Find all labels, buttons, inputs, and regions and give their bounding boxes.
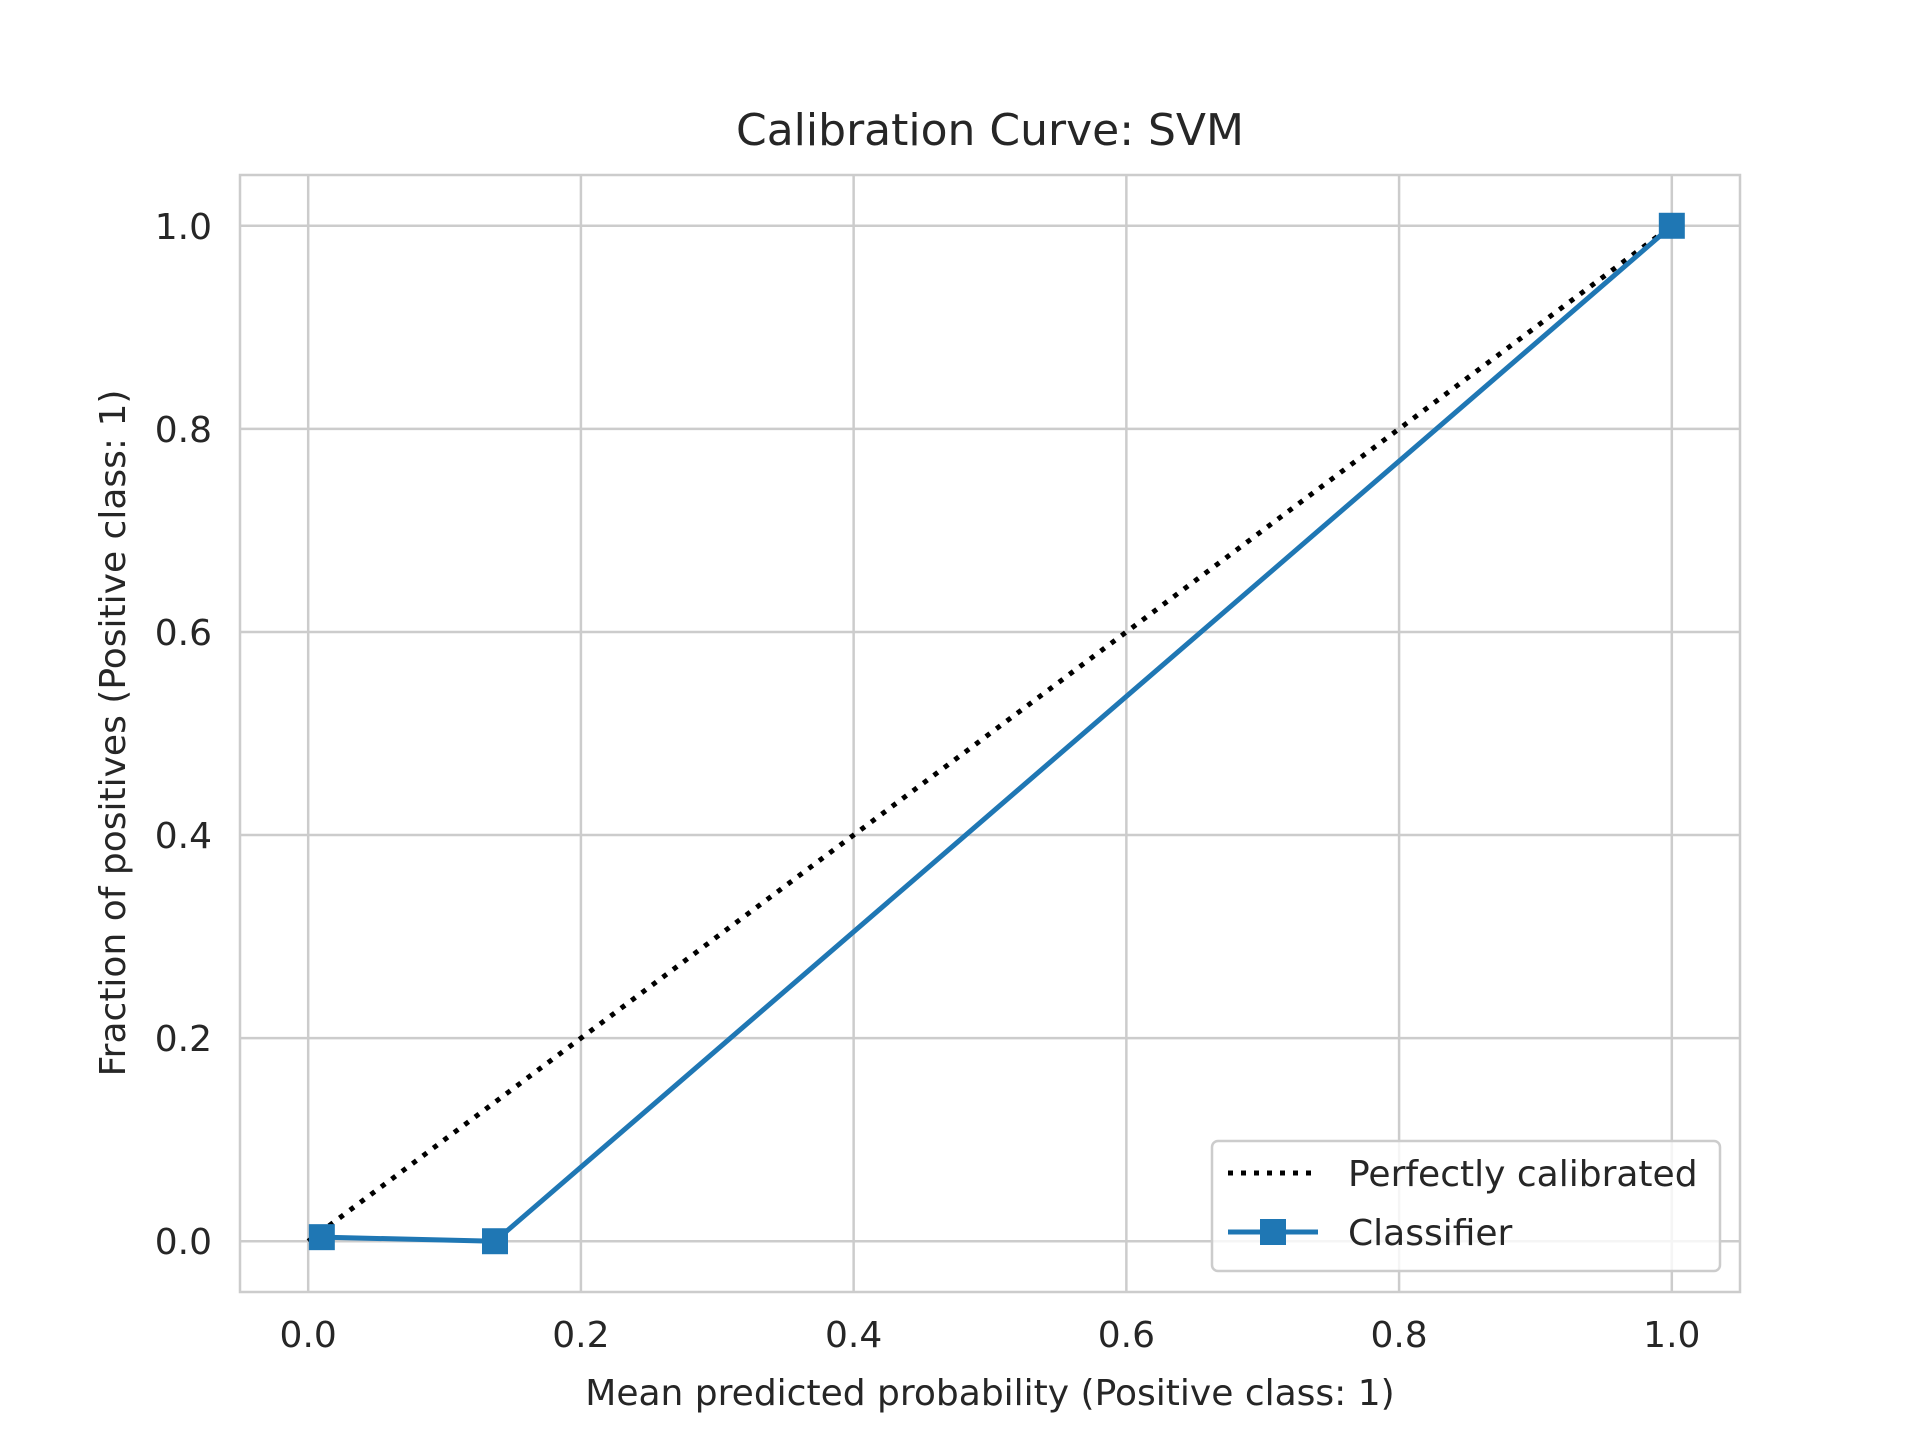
chart-title: Calibration Curve: SVM: [736, 105, 1244, 156]
x-axis-label: Mean predicted probability (Positive cla…: [585, 1373, 1394, 1414]
y-tick-label: 1.0: [155, 207, 212, 248]
x-tick-label: 0.8: [1370, 1315, 1427, 1356]
x-tick-label: 0.6: [1098, 1315, 1155, 1356]
legend-classifier-marker: [1260, 1219, 1286, 1245]
y-tick-label: 0.2: [155, 1019, 212, 1060]
x-tick-label: 0.2: [552, 1315, 609, 1356]
series-layer: [306, 212, 1685, 1255]
y-tick-label: 0.0: [155, 1222, 212, 1263]
legend-label-classifier: Classifier: [1348, 1213, 1513, 1254]
legend-label-perfectly-calibrated: Perfectly calibrated: [1348, 1154, 1698, 1195]
tick-labels: 0.0 0.2 0.4 0.6 0.8 1.0 0.0 0.2 0.4 0.6 0.8 1.0: [155, 207, 1701, 1356]
x-tick-label: 0.0: [280, 1315, 337, 1356]
y-tick-label: 0.4: [155, 816, 212, 857]
x-tick-label: 1.0: [1643, 1315, 1700, 1356]
x-tick-label: 0.4: [825, 1315, 882, 1356]
y-tick-label: 0.8: [155, 410, 212, 451]
legend-box: [1210, 1139, 1722, 1273]
data-point-classifier: [308, 1224, 335, 1251]
y-axis-label: Fraction of positives (Positive class: 1…: [93, 390, 134, 1077]
legend: Perfectly calibrated Classifier: [1210, 1139, 1722, 1273]
y-tick-label: 0.6: [155, 613, 212, 654]
data-point-classifier: [482, 1228, 508, 1255]
grid-layer: [240, 175, 1740, 1292]
axes-frame: [238, 173, 1742, 1294]
data-point-classifier: [1658, 212, 1685, 239]
